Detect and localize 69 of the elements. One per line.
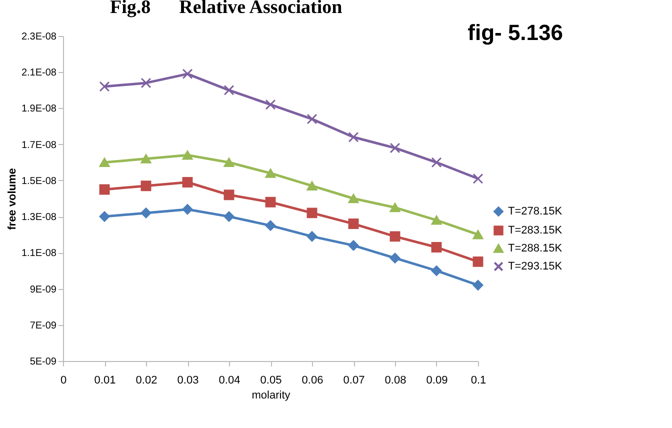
- y-tick-label: 1.7E-08: [21, 140, 57, 151]
- y-tick-label: 1.5E-08: [21, 176, 57, 187]
- point: [265, 196, 276, 208]
- caption: Fig.8 Relative Association: [110, 0, 342, 18]
- point: [306, 231, 318, 242]
- x-tick-label: 0.04: [218, 374, 240, 386]
- point: [472, 173, 484, 184]
- point: [472, 280, 484, 290]
- point: [99, 211, 110, 222]
- point: [390, 231, 400, 242]
- legend-label: T=293.15K: [508, 260, 563, 272]
- point: [431, 216, 442, 225]
- point: [182, 68, 193, 80]
- point: [348, 194, 359, 204]
- point: [99, 184, 110, 195]
- point: [390, 202, 400, 212]
- point: [431, 266, 442, 276]
- point: [182, 204, 193, 215]
- x-tick-label: 0.07: [343, 374, 365, 386]
- point: [472, 230, 484, 240]
- x-tick-label: 0: [60, 374, 67, 386]
- y-tick-label: 2.1E-08: [21, 68, 57, 79]
- x-tick-label: 0.09: [426, 374, 448, 386]
- point: [390, 142, 400, 154]
- point: [431, 242, 442, 252]
- y-tick-label: 1.9E-08: [21, 104, 57, 115]
- x-tick-label: 0.06: [302, 374, 324, 386]
- point: [224, 84, 234, 96]
- y-tick-label: 1.1E-08: [21, 248, 57, 260]
- point: [99, 81, 110, 92]
- x-tick-label: 0.1: [470, 374, 486, 386]
- y-tick-label: 7E-09: [30, 320, 57, 332]
- point: [140, 78, 152, 88]
- x-tick-label: 0.08: [384, 374, 406, 386]
- point: [224, 158, 234, 168]
- y-axis-title: free volume: [6, 168, 18, 230]
- point: [348, 132, 359, 142]
- point: [265, 168, 276, 178]
- y-tick-label: 5E-09: [30, 356, 57, 368]
- legend-label: T=278.15K: [508, 206, 563, 218]
- y-tick-label: 2.3E-08: [21, 32, 57, 42]
- point: [182, 177, 193, 188]
- x-tick-label: 0.02: [136, 374, 158, 386]
- point: [224, 211, 234, 222]
- legend-label: T=288.15K: [508, 242, 563, 254]
- point: [224, 190, 234, 200]
- point: [140, 180, 152, 192]
- point: [182, 150, 193, 160]
- point: [99, 158, 110, 168]
- point: [431, 157, 442, 168]
- point: [265, 220, 276, 231]
- point: [306, 208, 318, 218]
- point: [348, 240, 359, 251]
- chart-title: fig- 5.136: [468, 20, 563, 45]
- point: [265, 99, 276, 110]
- point: [348, 218, 359, 229]
- point: [472, 256, 484, 267]
- point: [140, 154, 152, 164]
- x-axis-title: molarity: [252, 390, 291, 402]
- x-tick-label: 0.03: [177, 374, 199, 386]
- point: [390, 252, 400, 264]
- point: [140, 208, 152, 218]
- x-tick-label: 0.01: [94, 374, 116, 386]
- y-tick-label: 9E-09: [30, 284, 57, 296]
- x-tick-label: 0.05: [260, 374, 282, 386]
- point: [306, 114, 318, 124]
- legend-label: T=283.15K: [508, 224, 563, 236]
- point: [306, 181, 318, 190]
- y-tick-label: 1.3E-08: [21, 212, 57, 224]
